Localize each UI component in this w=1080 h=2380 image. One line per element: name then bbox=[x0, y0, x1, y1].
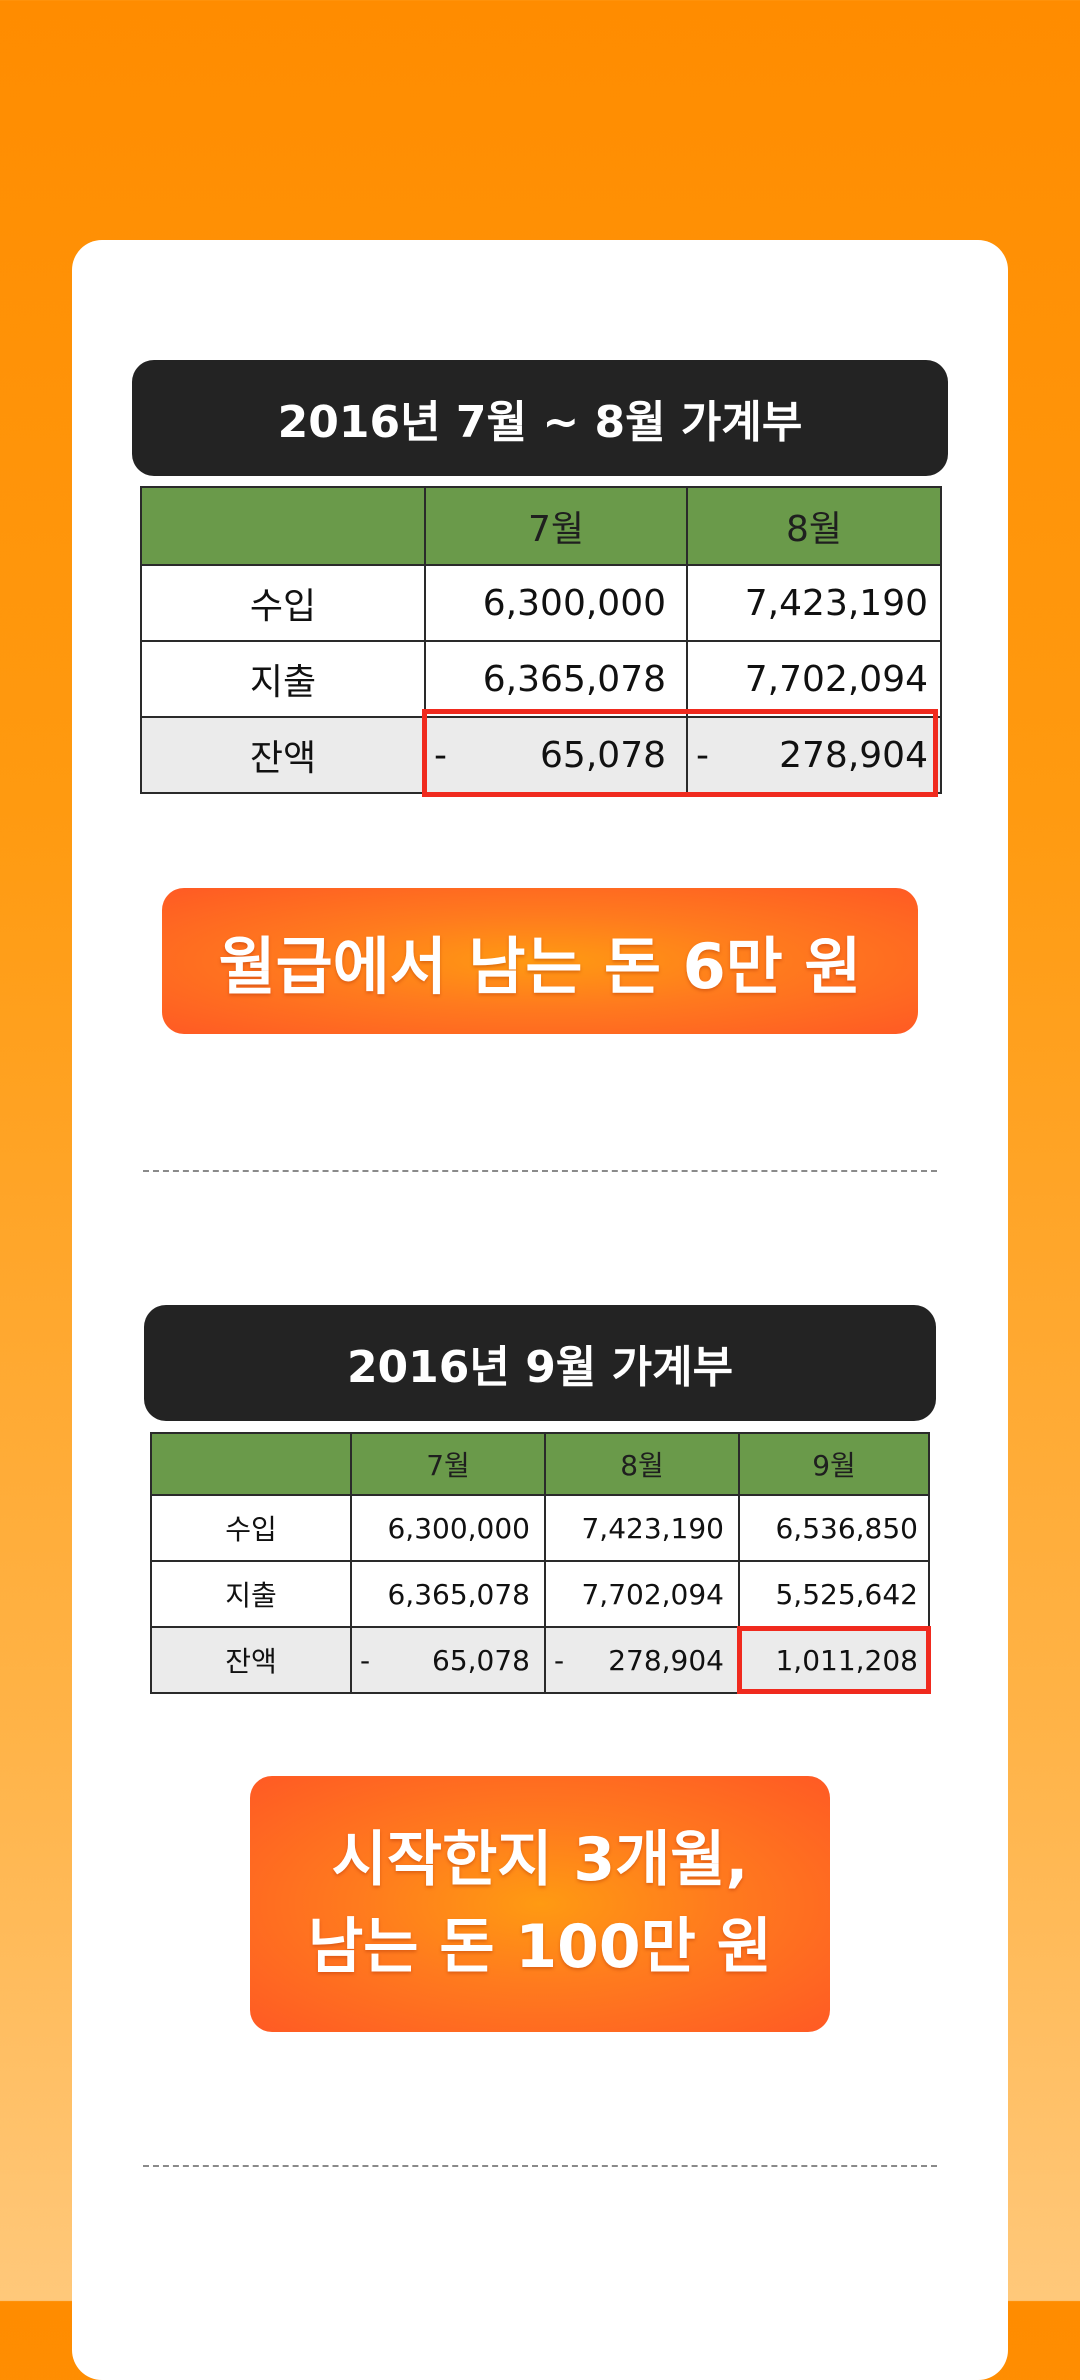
table-row-expense: 지출 6,365,078 7,702,094 bbox=[140, 640, 942, 718]
balance-highlight-box bbox=[737, 1626, 931, 1694]
header-cell-july: 7월 bbox=[424, 486, 688, 566]
negative-sign: - bbox=[360, 1643, 371, 1677]
row-label-expense: 지출 bbox=[150, 1560, 352, 1628]
negative-sign: - bbox=[434, 734, 447, 776]
section2-title: 2016년 9월 가계부 bbox=[346, 1342, 734, 1393]
row-label-balance: 잔액 bbox=[150, 1626, 352, 1694]
section2-title-bar: 2016년 9월 가계부 bbox=[144, 1305, 936, 1421]
balance-value: 278,904 bbox=[779, 734, 928, 776]
cell-income-july: 6,300,000 bbox=[424, 564, 688, 642]
section2-badge: 시작한지 3개월, 남는 돈 100만 원 bbox=[250, 1776, 830, 2032]
cell-balance-august: - 278,904 bbox=[544, 1626, 740, 1694]
cell-income-august: 7,423,190 bbox=[544, 1494, 740, 1562]
negative-sign: - bbox=[554, 1643, 565, 1677]
header-cell-empty bbox=[150, 1432, 352, 1496]
balance-value: 278,904 bbox=[608, 1643, 724, 1677]
section2-badge-line2: 남는 돈 100만 원 bbox=[308, 1912, 772, 1982]
balance-value: 65,078 bbox=[540, 734, 666, 776]
negative-sign: - bbox=[696, 734, 709, 776]
cell-income-august: 7,423,190 bbox=[686, 564, 942, 642]
section-divider bbox=[143, 1170, 937, 1172]
table-row-balance: 잔액 - 65,078 - 278,904 bbox=[140, 716, 942, 794]
section2-table: 7월 8월 9월 수입 6,300,000 7,423,190 6,536,85… bbox=[150, 1432, 930, 1694]
row-label-income: 수입 bbox=[140, 564, 426, 642]
cell-expense-september: 5,525,642 bbox=[738, 1560, 930, 1628]
cell-expense-july: 6,365,078 bbox=[424, 640, 688, 718]
table-row-balance: 잔액 - 65,078 - 278,904 1,011,208 bbox=[150, 1626, 930, 1694]
cell-expense-july: 6,365,078 bbox=[350, 1560, 546, 1628]
cell-balance-september: 1,011,208 bbox=[738, 1626, 930, 1694]
section1-badge: 월급에서 남는 돈 6만 원 bbox=[162, 888, 918, 1034]
section1-title-bar: 2016년 7월 ~ 8월 가계부 bbox=[132, 360, 948, 476]
section1-title: 2016년 7월 ~ 8월 가계부 bbox=[277, 397, 803, 448]
cell-income-july: 6,300,000 bbox=[350, 1494, 546, 1562]
row-label-balance: 잔액 bbox=[140, 716, 426, 794]
table-header-row: 7월 8월 9월 bbox=[150, 1432, 930, 1496]
section2-badge-line1: 시작한지 3개월, bbox=[331, 1825, 749, 1895]
table-header-row: 7월 8월 bbox=[140, 486, 942, 566]
table-row-income: 수입 6,300,000 7,423,190 bbox=[140, 564, 942, 642]
section-divider bbox=[143, 2165, 937, 2167]
header-cell-september: 9월 bbox=[738, 1432, 930, 1496]
section1-table: 7월 8월 수입 6,300,000 7,423,190 지출 6,365,07… bbox=[140, 486, 942, 794]
cell-income-september: 6,536,850 bbox=[738, 1494, 930, 1562]
cell-expense-august: 7,702,094 bbox=[544, 1560, 740, 1628]
header-cell-august: 8월 bbox=[544, 1432, 740, 1496]
section1-badge-text: 월급에서 남는 돈 6만 원 bbox=[218, 930, 862, 1003]
balance-value: 65,078 bbox=[432, 1643, 530, 1677]
cell-balance-august: - 278,904 bbox=[686, 716, 942, 794]
row-label-expense: 지출 bbox=[140, 640, 426, 718]
header-cell-empty bbox=[140, 486, 426, 566]
cell-balance-july: - 65,078 bbox=[350, 1626, 546, 1694]
balance-highlight-box bbox=[422, 709, 938, 797]
cell-balance-july: - 65,078 bbox=[424, 716, 688, 794]
table-row-expense: 지출 6,365,078 7,702,094 5,525,642 bbox=[150, 1560, 930, 1628]
header-cell-august: 8월 bbox=[686, 486, 942, 566]
cell-expense-august: 7,702,094 bbox=[686, 640, 942, 718]
row-label-income: 수입 bbox=[150, 1494, 352, 1562]
table-row-income: 수입 6,300,000 7,423,190 6,536,850 bbox=[150, 1494, 930, 1562]
header-cell-july: 7월 bbox=[350, 1432, 546, 1496]
